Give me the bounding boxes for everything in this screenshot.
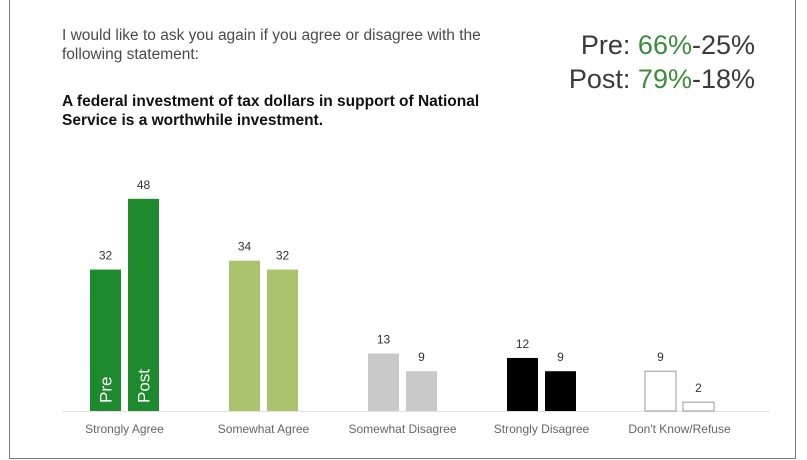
- data-label-post-4: 2: [695, 381, 702, 395]
- summary-box: Pre: 66%-25% Post: 79%-18%: [569, 28, 755, 96]
- question-intro: I would like to ask you again if you agr…: [62, 27, 481, 63]
- bar-pre-3: [507, 357, 538, 411]
- data-label-pre-2: 13: [377, 333, 391, 347]
- summary-post-disagree: -18%: [691, 64, 755, 94]
- category-label-0: Strongly Agree: [85, 422, 164, 436]
- summary-pre-disagree: -25%: [691, 30, 755, 60]
- category-label-2: Somewhat Disagree: [348, 422, 456, 436]
- data-label-post-1: 32: [276, 249, 290, 263]
- summary-pre-label: Pre:: [580, 30, 631, 60]
- data-label-post-3: 9: [557, 350, 564, 364]
- bar-pre-0: [90, 269, 121, 411]
- data-label-pre-3: 12: [516, 337, 530, 351]
- bar-post-2: [406, 371, 437, 411]
- summary-pre: Pre: 66%-25%: [569, 28, 755, 62]
- bar-inner-label-pre: Pre: [97, 377, 116, 403]
- data-label-post-2: 9: [418, 350, 425, 364]
- data-label-post-0: 48: [137, 178, 151, 192]
- category-label-4: Don't Know/Refuse: [628, 422, 731, 436]
- bar-post-3: [545, 371, 576, 411]
- category-label-3: Strongly Disagree: [494, 422, 590, 436]
- bar-pre-2: [368, 353, 399, 411]
- data-label-pre-4: 9: [657, 350, 664, 364]
- bar-post-1: [267, 269, 298, 411]
- slide-frame: [9, 0, 796, 459]
- bar-pre-4: [644, 370, 677, 412]
- summary-post-agree: 79%: [637, 64, 692, 94]
- bar-pre-1: [229, 260, 260, 411]
- bar-inner-label-post: Post: [135, 369, 154, 403]
- data-label-pre-0: 32: [99, 249, 113, 263]
- bar-post-0: [128, 198, 159, 411]
- question-statement: A federal investment of tax dollars in s…: [62, 93, 480, 129]
- category-label-1: Somewhat Agree: [218, 422, 310, 436]
- summary-post-label: Post:: [568, 64, 631, 94]
- bar-post-4: [682, 401, 715, 412]
- summary-pre-agree: 66%: [637, 30, 692, 60]
- summary-post: Post: 79%-18%: [569, 62, 755, 96]
- data-label-pre-1: 34: [238, 240, 252, 254]
